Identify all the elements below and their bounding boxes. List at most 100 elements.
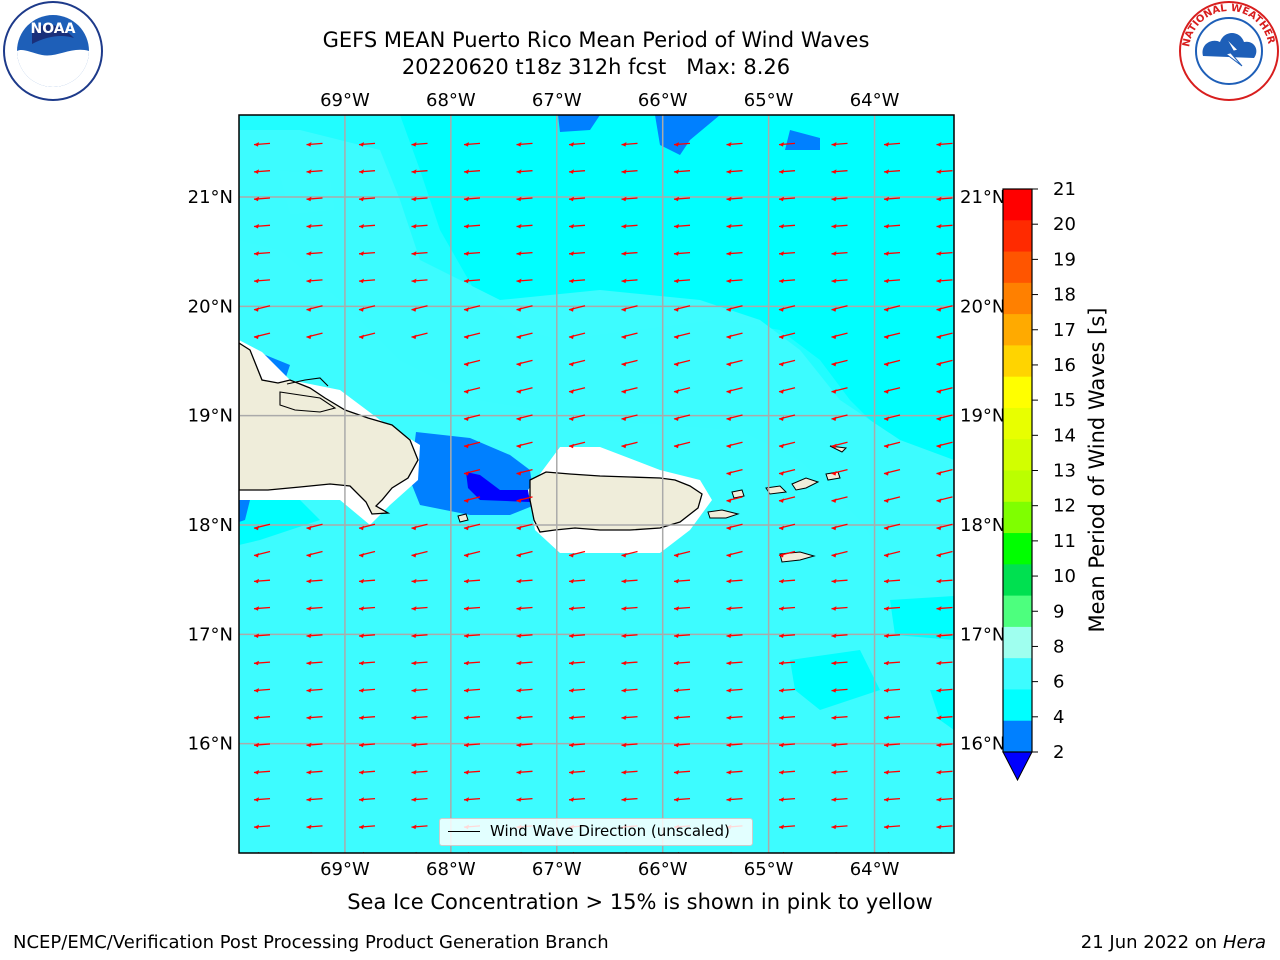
map-frame: [238, 114, 955, 854]
colorbar-segment: [1003, 470, 1032, 503]
wind-arrow: [516, 688, 533, 693]
wind-arrow: [936, 414, 953, 421]
wind-arrow: [306, 660, 323, 666]
wind-arrow: [673, 742, 691, 748]
wind-arrow: [463, 359, 481, 367]
wind-arrow: [726, 633, 743, 638]
land-virgin-islands: [791, 477, 820, 491]
wind-arrow: [883, 414, 901, 421]
wind-arrow: [621, 414, 638, 421]
wind-arrow: [883, 660, 901, 666]
wind-arrow: [463, 633, 481, 638]
wind-arrow: [673, 142, 691, 147]
lon-tick-bottom: 69°W: [320, 859, 370, 880]
wind-arrow: [411, 770, 428, 775]
wind-arrow: [306, 169, 323, 174]
wind-arrow: [726, 414, 743, 421]
wind-arrow: [568, 169, 586, 174]
wind-arrow: [778, 441, 796, 449]
wind-arrow: [621, 142, 638, 147]
wind-arrow: [411, 715, 428, 720]
wind-arrow: [883, 251, 901, 256]
colorbar-label: Mean Period of Wind Waves [s]: [1085, 307, 1109, 633]
wind-arrow: [463, 742, 481, 748]
wind-arrow: [883, 142, 901, 147]
wind-arrow: [463, 606, 481, 611]
wind-arrow: [516, 196, 533, 202]
noaa-logo-icon: NOAA: [3, 1, 103, 101]
wind-arrow: [883, 523, 901, 531]
wind-arrow: [831, 414, 848, 421]
lat-tick-right: 16°N: [960, 734, 1005, 755]
wind-arrow: [726, 660, 743, 666]
lon-tick-bottom: 67°W: [532, 859, 582, 880]
wind-arrow: [831, 688, 848, 693]
wind-arrow: [778, 660, 796, 666]
wind-arrow: [621, 688, 638, 693]
wind-arrow: [358, 688, 376, 693]
wind-arrow: [883, 797, 901, 802]
wind-arrow: [253, 824, 271, 830]
wind-arrow: [883, 387, 901, 394]
wind-arrow: [778, 578, 796, 584]
wind-arrow: [568, 688, 586, 693]
lat-tick-right: 20°N: [960, 296, 1005, 317]
lat-tick-left: 21°N: [188, 187, 233, 208]
lat-tick-left: 16°N: [188, 734, 233, 755]
short-period-patch-1: [558, 115, 600, 132]
lat-tick-left: 17°N: [188, 624, 233, 645]
colorbar-tick: 20: [1053, 214, 1076, 235]
wind-arrow: [883, 441, 901, 449]
wind-arrow: [358, 550, 376, 558]
footer-date: 21 Jun 2022 on Hera: [1081, 932, 1266, 953]
wind-arrow: [516, 441, 533, 449]
wind-arrow: [358, 770, 376, 775]
wind-arrow: [778, 715, 796, 720]
very-short-period-patch: [466, 472, 530, 502]
wind-arrow: [673, 606, 691, 611]
colorbar-segment: [1003, 439, 1032, 471]
wind-arrow: [673, 359, 691, 367]
lat-tick-left: 18°N: [188, 515, 233, 536]
wind-arrow: [673, 660, 691, 666]
colorbar-segment: [1003, 658, 1032, 690]
wind-arrow: [778, 169, 796, 174]
wind-arrow: [778, 606, 796, 611]
wind-arrow: [778, 251, 796, 256]
wind-arrow: [831, 660, 848, 666]
wind-arrow: [831, 578, 848, 584]
wind-arrow: [883, 332, 901, 340]
wind-arrow: [568, 715, 586, 720]
colorbar-segment: [1003, 314, 1032, 346]
wind-arrow: [936, 523, 953, 531]
wind-arrow: [411, 305, 428, 312]
wind-arrow: [516, 660, 533, 666]
wind-arrow: [883, 196, 901, 202]
wind-arrow: [568, 224, 586, 229]
wind-arrow: [831, 633, 848, 638]
wind-arrow: [411, 278, 428, 284]
wind-arrow: [463, 468, 481, 476]
wind-arrow: [831, 224, 848, 229]
wind-arrow: [831, 441, 848, 449]
colorbar: 21 20 19 18 17 16 15 14 13 12 11 10 9 8 6 4 2: [1002, 179, 1076, 782]
wind-arrow: [936, 715, 953, 720]
wind-arrow: [621, 550, 638, 558]
wind-arrow: [411, 251, 428, 256]
wind-arrow: [621, 660, 638, 666]
footer-credit: NCEP/EMC/Verification Post Processing Pr…: [13, 932, 609, 953]
wind-arrow: [516, 742, 533, 748]
wind-arrow: [568, 387, 586, 394]
wind-arrow: [778, 550, 796, 558]
wind-arrow: [831, 169, 848, 174]
colorbar-segment: [1003, 251, 1032, 284]
wind-arrow: [726, 196, 743, 202]
wind-arrow: [621, 606, 638, 611]
wind-arrow: [883, 278, 901, 284]
colorbar-tick: 2: [1053, 742, 1064, 763]
wind-arrow: [253, 169, 271, 174]
wind-arrow: [516, 578, 533, 584]
wind-arrow: [411, 633, 428, 638]
wind-arrow: [568, 142, 586, 147]
